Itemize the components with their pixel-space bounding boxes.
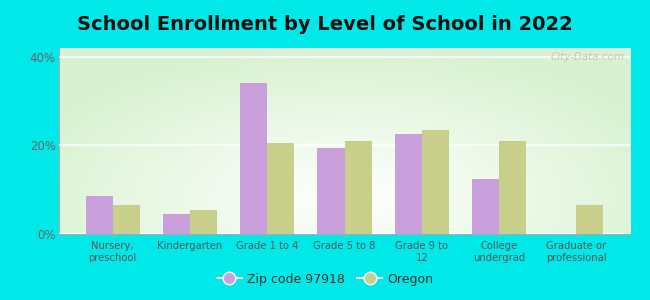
Bar [499, 141, 526, 234]
Bar [344, 141, 372, 234]
Bar [577, 205, 603, 234]
Bar [395, 134, 422, 234]
Bar [472, 178, 499, 234]
Bar [86, 196, 112, 234]
Bar [163, 214, 190, 234]
Bar [190, 210, 217, 234]
Legend: Zip code 97918, Oregon: Zip code 97918, Oregon [212, 268, 438, 291]
Bar [317, 148, 344, 234]
Text: School Enrollment by Level of School in 2022: School Enrollment by Level of School in … [77, 15, 573, 34]
Bar [267, 143, 294, 234]
Bar [422, 130, 449, 234]
Bar [240, 83, 267, 234]
Bar [112, 205, 140, 234]
Text: City-Data.com: City-Data.com [551, 52, 625, 62]
